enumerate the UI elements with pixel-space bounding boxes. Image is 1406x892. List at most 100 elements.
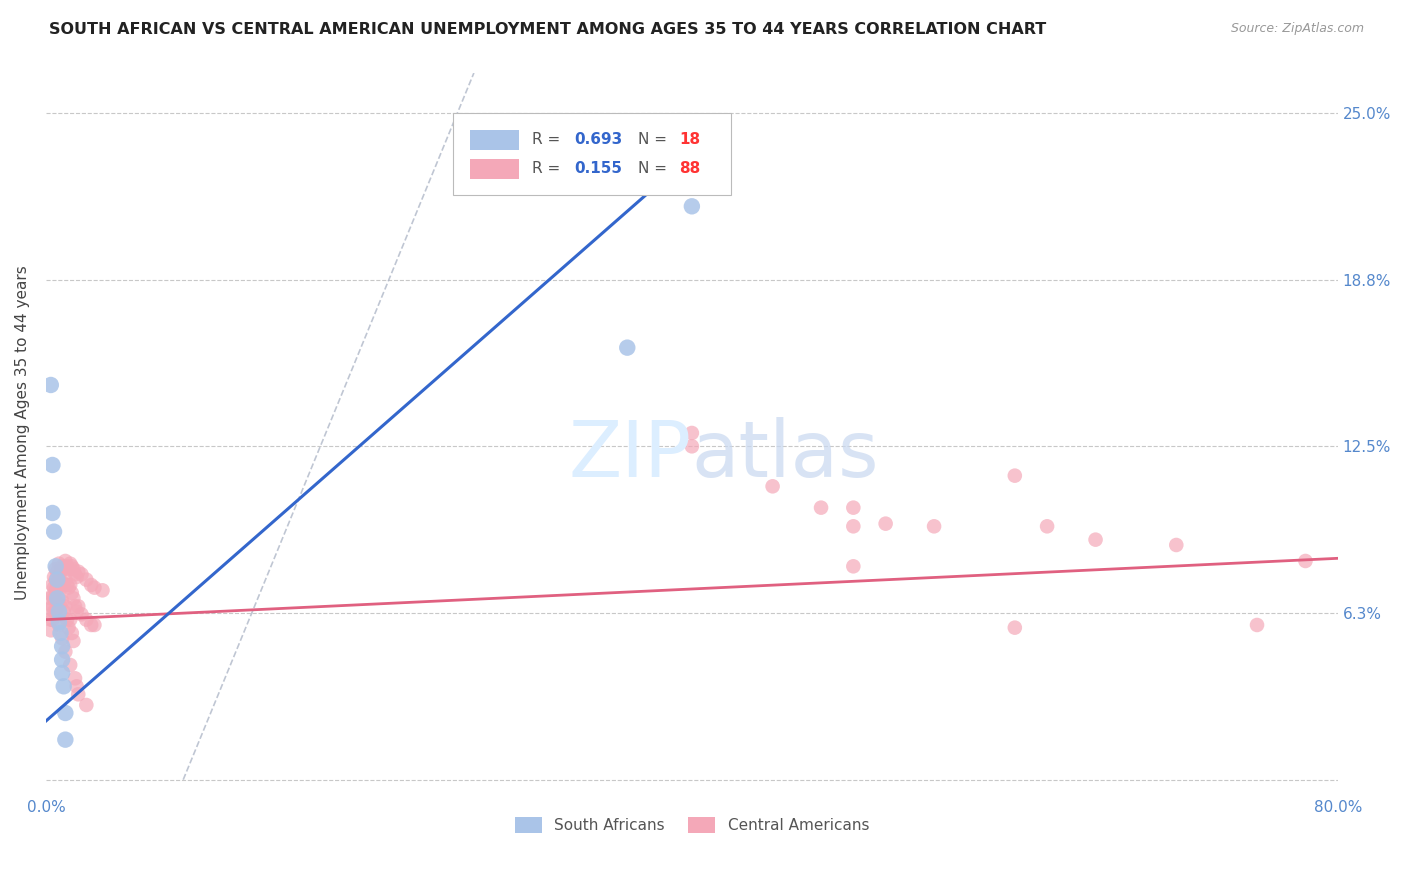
Point bbox=[41, 613, 63, 627]
Point bbox=[41, 458, 63, 472]
Point bbox=[66, 570, 89, 584]
Legend: South Africans, Central Americans: South Africans, Central Americans bbox=[509, 811, 875, 839]
Point bbox=[59, 657, 82, 672]
Point bbox=[67, 565, 90, 579]
Point bbox=[58, 562, 80, 576]
Point bbox=[48, 557, 70, 571]
Point bbox=[80, 578, 103, 592]
Point bbox=[70, 567, 93, 582]
Point bbox=[49, 565, 72, 579]
Point bbox=[616, 341, 638, 355]
Point bbox=[41, 506, 63, 520]
Point bbox=[875, 516, 897, 531]
Point bbox=[75, 613, 97, 627]
Point bbox=[48, 615, 70, 630]
Point bbox=[52, 578, 75, 592]
Point bbox=[45, 605, 67, 619]
Text: ZIP: ZIP bbox=[569, 417, 692, 492]
Point bbox=[1246, 618, 1268, 632]
Point bbox=[842, 500, 865, 515]
Point bbox=[1294, 554, 1316, 568]
Text: R =: R = bbox=[531, 132, 565, 147]
Text: 0.693: 0.693 bbox=[574, 132, 623, 147]
Point bbox=[62, 634, 84, 648]
Text: 88: 88 bbox=[679, 161, 700, 177]
Point bbox=[70, 607, 93, 622]
Point bbox=[762, 479, 785, 493]
Point bbox=[39, 378, 62, 392]
Point bbox=[49, 581, 72, 595]
Text: 18: 18 bbox=[679, 132, 700, 147]
Point bbox=[42, 581, 65, 595]
Point bbox=[56, 559, 79, 574]
Point bbox=[45, 583, 67, 598]
Point bbox=[49, 626, 72, 640]
Point bbox=[1166, 538, 1188, 552]
Point bbox=[60, 586, 83, 600]
Point bbox=[665, 153, 688, 168]
Point bbox=[91, 583, 114, 598]
Point bbox=[63, 671, 86, 685]
Point bbox=[46, 573, 69, 587]
Y-axis label: Unemployment Among Ages 35 to 44 years: Unemployment Among Ages 35 to 44 years bbox=[15, 266, 30, 600]
Point bbox=[60, 559, 83, 574]
Point bbox=[60, 626, 83, 640]
Point bbox=[1004, 468, 1026, 483]
Point bbox=[681, 199, 703, 213]
Point bbox=[51, 665, 73, 680]
Point bbox=[62, 591, 84, 606]
Point bbox=[63, 599, 86, 614]
Point bbox=[59, 578, 82, 592]
Point bbox=[45, 562, 67, 576]
Point bbox=[51, 559, 73, 574]
Text: atlas: atlas bbox=[692, 417, 879, 492]
Point bbox=[51, 575, 73, 590]
Point bbox=[46, 594, 69, 608]
Point bbox=[46, 578, 69, 592]
Text: Source: ZipAtlas.com: Source: ZipAtlas.com bbox=[1230, 22, 1364, 36]
Bar bbox=[470, 130, 519, 150]
Point bbox=[1036, 519, 1059, 533]
Point bbox=[52, 605, 75, 619]
Point bbox=[83, 581, 105, 595]
Point bbox=[39, 613, 62, 627]
Point bbox=[41, 578, 63, 592]
Text: 0.155: 0.155 bbox=[574, 161, 623, 177]
Point bbox=[39, 624, 62, 638]
Point bbox=[52, 679, 75, 693]
Point bbox=[922, 519, 945, 533]
Point bbox=[42, 524, 65, 539]
Point bbox=[39, 591, 62, 606]
Point bbox=[56, 578, 79, 592]
Point bbox=[45, 559, 67, 574]
Point bbox=[59, 557, 82, 571]
Text: N =: N = bbox=[637, 132, 672, 147]
Text: SOUTH AFRICAN VS CENTRAL AMERICAN UNEMPLOYMENT AMONG AGES 35 TO 44 YEARS CORRELA: SOUTH AFRICAN VS CENTRAL AMERICAN UNEMPL… bbox=[49, 22, 1046, 37]
Point bbox=[83, 618, 105, 632]
Point bbox=[66, 679, 89, 693]
Point bbox=[42, 570, 65, 584]
Point bbox=[1084, 533, 1107, 547]
Point bbox=[42, 591, 65, 606]
Point bbox=[41, 589, 63, 603]
Point bbox=[42, 605, 65, 619]
Point bbox=[53, 645, 76, 659]
Point bbox=[56, 613, 79, 627]
Text: N =: N = bbox=[637, 161, 672, 177]
Point bbox=[681, 439, 703, 453]
Point bbox=[75, 698, 97, 712]
Point bbox=[49, 599, 72, 614]
Point bbox=[842, 559, 865, 574]
Point bbox=[58, 621, 80, 635]
Point bbox=[39, 602, 62, 616]
Point bbox=[41, 599, 63, 614]
Point bbox=[51, 640, 73, 654]
Point bbox=[1004, 621, 1026, 635]
Point bbox=[810, 500, 832, 515]
Point bbox=[51, 632, 73, 646]
Point bbox=[53, 554, 76, 568]
Point bbox=[46, 565, 69, 579]
Text: R =: R = bbox=[531, 161, 565, 177]
Point bbox=[45, 573, 67, 587]
Point bbox=[842, 519, 865, 533]
